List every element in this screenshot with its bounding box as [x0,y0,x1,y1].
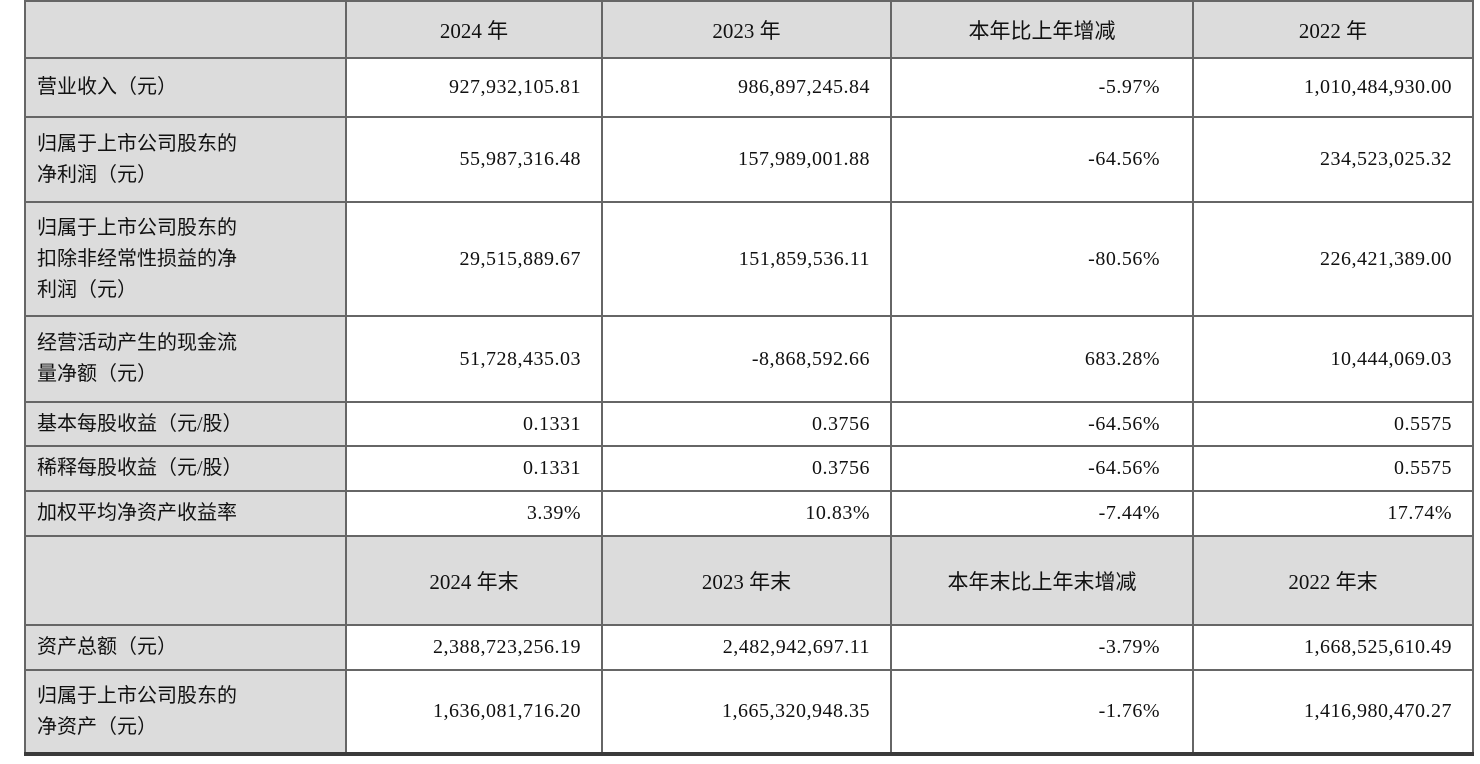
value-2022: 10,444,069.03 [1192,315,1474,403]
table-row-net-profit-excl-nonrecurring: 归属于上市公司股东的 扣除非经常性损益的净 利润（元） 29,515,889.6… [24,201,1474,317]
row-label: 基本每股收益（元/股） [24,401,347,447]
value-2022: 234,523,025.32 [1192,116,1474,203]
value-2022: 17.74% [1192,490,1474,537]
value-2024: 0.1331 [345,401,603,447]
table-header-year: 2024 年 2023 年 本年比上年增减 2022 年 [24,0,1474,59]
value-change: 683.28% [890,315,1194,403]
value-2022: 1,416,980,470.27 [1192,669,1474,755]
header-blank-cell [24,535,347,626]
value-change: -5.97% [890,57,1194,118]
table-row-total-assets: 资产总额（元） 2,388,723,256.19 2,482,942,697.1… [24,624,1474,671]
row-label: 稀释每股收益（元/股） [24,445,347,492]
value-2024: 29,515,889.67 [345,201,603,317]
value-2022: 1,668,525,610.49 [1192,624,1474,671]
value-2023: 2,482,942,697.11 [601,624,892,671]
header-yoy-change: 本年比上年增减 [890,0,1194,59]
row-label: 资产总额（元） [24,624,347,671]
table-row-net-profit: 归属于上市公司股东的 净利润（元） 55,987,316.48 157,989,… [24,116,1474,203]
header-2022: 2022 年 [1192,0,1474,59]
table-header-year-end: 2024 年末 2023 年末 本年末比上年末增减 2022 年末 [24,535,1474,626]
value-2022: 226,421,389.00 [1192,201,1474,317]
value-2024: 2,388,723,256.19 [345,624,603,671]
value-2023: 1,665,320,948.35 [601,669,892,755]
value-2023: 10.83% [601,490,892,537]
row-label: 营业收入（元） [24,57,347,118]
value-change: -1.76% [890,669,1194,755]
value-2023: 0.3756 [601,401,892,447]
value-2023: 151,859,536.11 [601,201,892,317]
table-row-weighted-avg-roe: 加权平均净资产收益率 3.39% 10.83% -7.44% 17.74% [24,490,1474,537]
value-2022: 0.5575 [1192,445,1474,492]
row-label: 归属于上市公司股东的 净利润（元） [24,116,347,203]
value-2024: 3.39% [345,490,603,537]
value-change: -64.56% [890,445,1194,492]
value-2023: 986,897,245.84 [601,57,892,118]
value-change: -80.56% [890,201,1194,317]
value-2024: 927,932,105.81 [345,57,603,118]
header-2024-end: 2024 年末 [345,535,603,626]
value-change: -3.79% [890,624,1194,671]
value-2024: 0.1331 [345,445,603,492]
header-2023-end: 2023 年末 [601,535,892,626]
annual-financial-data-table: 2024 年 2023 年 本年比上年增减 2022 年 营业收入（元） 927… [24,0,1474,756]
table-row-diluted-eps: 稀释每股收益（元/股） 0.1331 0.3756 -64.56% 0.5575 [24,445,1474,492]
row-label: 加权平均净资产收益率 [24,490,347,537]
table-row-revenue: 营业收入（元） 927,932,105.81 986,897,245.84 -5… [24,57,1474,118]
value-2022: 1,010,484,930.00 [1192,57,1474,118]
value-2024: 51,728,435.03 [345,315,603,403]
row-label: 经营活动产生的现金流 量净额（元） [24,315,347,403]
header-2023: 2023 年 [601,0,892,59]
value-change: -64.56% [890,401,1194,447]
value-2023: 0.3756 [601,445,892,492]
row-label: 归属于上市公司股东的 扣除非经常性损益的净 利润（元） [24,201,347,317]
value-change: -7.44% [890,490,1194,537]
value-2023: -8,868,592.66 [601,315,892,403]
value-2022: 0.5575 [1192,401,1474,447]
table-row-basic-eps: 基本每股收益（元/股） 0.1331 0.3756 -64.56% 0.5575 [24,401,1474,447]
table-row-operating-cash-flow: 经营活动产生的现金流 量净额（元） 51,728,435.03 -8,868,5… [24,315,1474,403]
row-label: 归属于上市公司股东的 净资产（元） [24,669,347,755]
header-blank-cell [24,0,347,59]
header-2024: 2024 年 [345,0,603,59]
value-2024: 1,636,081,716.20 [345,669,603,755]
value-2024: 55,987,316.48 [345,116,603,203]
header-2022-end: 2022 年末 [1192,535,1474,626]
value-2023: 157,989,001.88 [601,116,892,203]
header-year-end-change: 本年末比上年末增减 [890,535,1194,626]
value-change: -64.56% [890,116,1194,203]
table-row-net-assets: 归属于上市公司股东的 净资产（元） 1,636,081,716.20 1,665… [24,669,1474,755]
